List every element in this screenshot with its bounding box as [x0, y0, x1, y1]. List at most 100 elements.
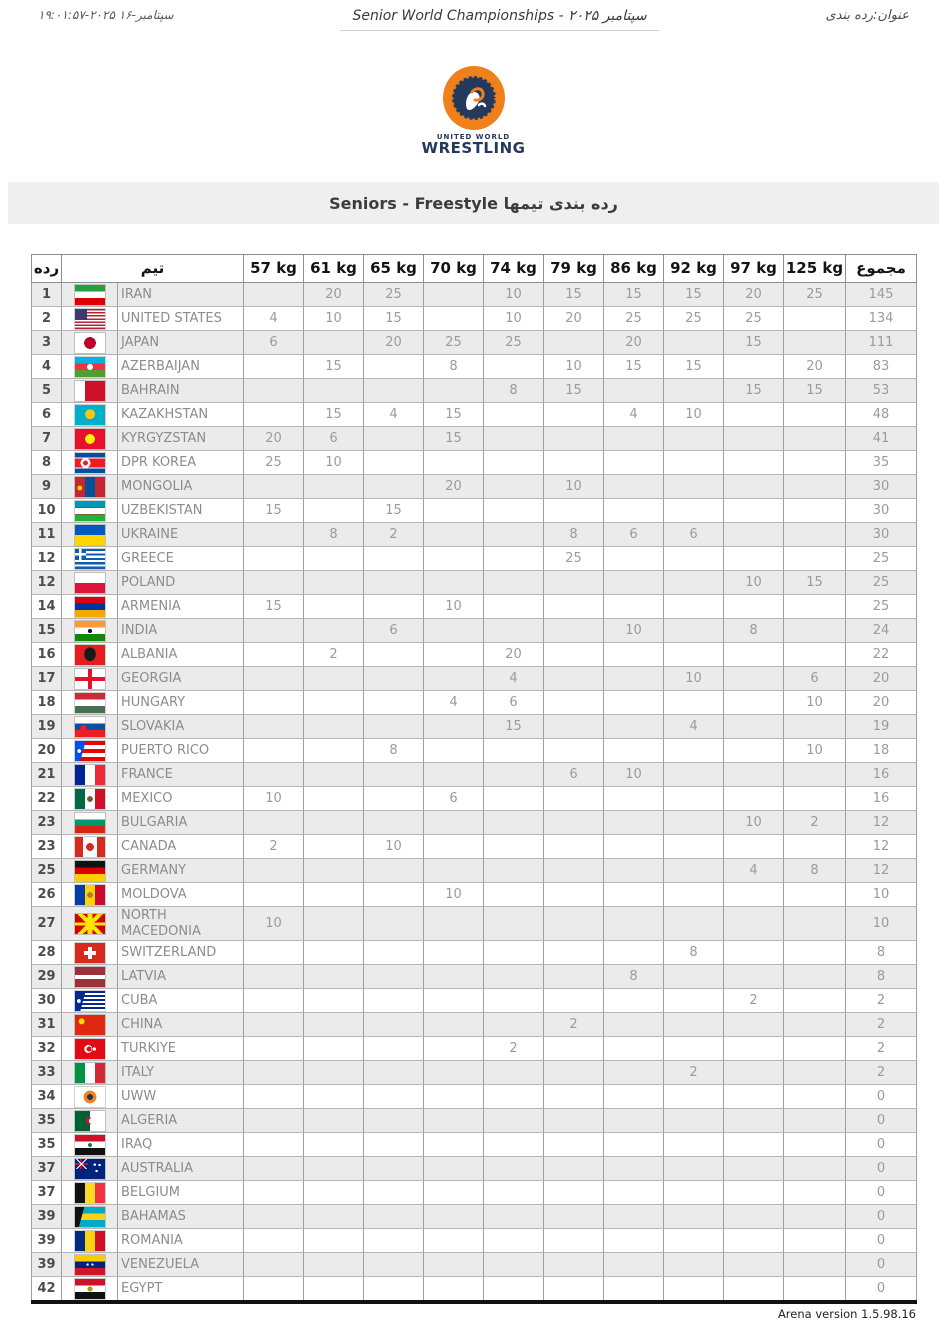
rank-cell: 19 — [31, 714, 62, 740]
score-cell — [423, 450, 484, 476]
score-cell — [783, 906, 846, 942]
score-cell — [603, 498, 664, 524]
jp-flag-icon — [74, 332, 105, 353]
score-cell — [243, 714, 304, 740]
score-cell — [783, 882, 846, 908]
score-cell — [543, 906, 604, 942]
score-cell — [243, 1012, 304, 1038]
score-cell — [303, 858, 364, 884]
score-cell — [423, 906, 484, 942]
score-cell — [483, 450, 544, 476]
team-name: ARMENIA — [117, 594, 244, 620]
score-cell — [363, 964, 424, 990]
flag-cell — [61, 906, 118, 942]
table-row: 31 CHINA 2 2 — [31, 1012, 917, 1038]
table-row: 23 BULGARIA 10 2 12 — [31, 810, 917, 836]
team-name: CUBA — [117, 988, 244, 1014]
score-cell — [243, 858, 304, 884]
rank-cell: 22 — [31, 786, 62, 812]
score-cell — [783, 1084, 846, 1110]
score-cell — [483, 1228, 544, 1254]
flag-cell — [61, 786, 118, 812]
rank-cell: 11 — [31, 522, 62, 548]
table-row: 39 ROMANIA 0 — [31, 1228, 917, 1254]
score-cell: 15 — [723, 330, 784, 356]
score-cell — [483, 762, 544, 788]
table-row: 15 INDIA 6 10 8 24 — [31, 618, 917, 644]
score-cell — [243, 570, 304, 596]
total-cell: 0 — [845, 1180, 917, 1206]
pl-flag-icon — [74, 572, 105, 593]
score-cell — [423, 306, 484, 332]
score-cell — [303, 330, 364, 356]
score-cell — [303, 546, 364, 572]
md-flag-icon — [74, 884, 105, 905]
rank-cell: 4 — [31, 354, 62, 380]
team-name: MOLDOVA — [117, 882, 244, 908]
score-cell: 10 — [363, 834, 424, 860]
score-cell: 8 — [723, 618, 784, 644]
rank-cell: 32 — [31, 1036, 62, 1062]
score-cell — [723, 546, 784, 572]
rank-cell: 17 — [31, 666, 62, 692]
col-header-92kg: 92 kg — [663, 253, 724, 284]
score-cell — [543, 1132, 604, 1158]
score-cell: 15 — [303, 354, 364, 380]
score-cell — [483, 834, 544, 860]
score-cell — [363, 1132, 424, 1158]
report-label: عنوان:رده بندی — [825, 8, 909, 23]
score-cell — [423, 1108, 484, 1134]
score-cell: 2 — [483, 1036, 544, 1062]
hu-flag-icon — [74, 692, 105, 713]
section-banner: Seniors - Freestyle رده بندی تیمها — [8, 182, 939, 224]
score-cell — [303, 714, 364, 740]
score-cell — [723, 1276, 784, 1303]
total-cell: 0 — [845, 1084, 917, 1110]
score-cell — [603, 1060, 664, 1086]
total-cell: 2 — [845, 988, 917, 1014]
score-cell — [663, 474, 724, 500]
score-cell — [243, 282, 304, 308]
score-cell — [663, 1204, 724, 1230]
score-cell — [603, 1180, 664, 1206]
score-cell — [783, 522, 846, 548]
uww-wordmark-line1: UNITED WORLD — [436, 133, 511, 141]
score-cell — [663, 618, 724, 644]
score-cell — [423, 834, 484, 860]
score-cell — [243, 810, 304, 836]
table-row: 42 EGYPT 0 — [31, 1276, 917, 1303]
score-cell — [483, 1204, 544, 1230]
score-cell — [543, 1084, 604, 1110]
score-cell — [483, 354, 544, 380]
score-cell — [603, 858, 664, 884]
score-cell — [543, 1180, 604, 1206]
score-cell — [243, 738, 304, 764]
score-cell — [243, 474, 304, 500]
table-row: 5 BAHRAIN 8 15 15 15 53 — [31, 378, 917, 404]
score-cell — [723, 714, 784, 740]
score-cell: 10 — [603, 762, 664, 788]
rank-cell: 7 — [31, 426, 62, 452]
score-cell — [603, 1084, 664, 1110]
score-cell — [723, 762, 784, 788]
score-cell: 25 — [243, 450, 304, 476]
score-cell — [783, 964, 846, 990]
flag-cell — [61, 426, 118, 452]
score-cell — [783, 1132, 846, 1158]
score-cell — [603, 690, 664, 716]
table-row: 10 UZBEKISTAN 15 15 30 — [31, 498, 917, 524]
score-cell — [663, 1276, 724, 1303]
flag-cell — [61, 1084, 118, 1110]
score-cell — [243, 1204, 304, 1230]
tr-flag-icon — [74, 1038, 105, 1059]
score-cell: 6 — [483, 690, 544, 716]
score-cell: 10 — [663, 666, 724, 692]
team-name: AUSTRALIA — [117, 1156, 244, 1182]
rank-cell: 18 — [31, 690, 62, 716]
score-cell: 8 — [783, 858, 846, 884]
table-row: 22 MEXICO 10 6 16 — [31, 786, 917, 812]
score-cell: 15 — [723, 378, 784, 404]
score-cell — [303, 940, 364, 966]
score-cell: 10 — [783, 690, 846, 716]
total-cell: 2 — [845, 1012, 917, 1038]
